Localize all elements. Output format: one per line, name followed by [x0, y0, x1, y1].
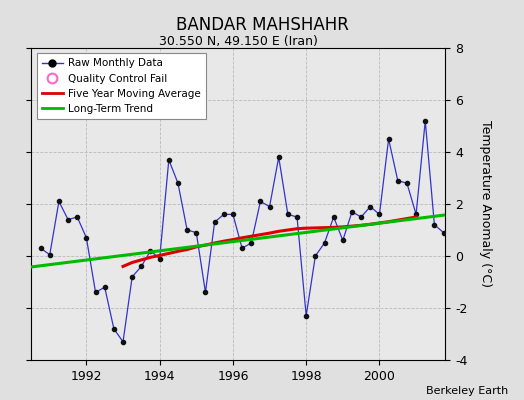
- Point: [174, 180, 182, 186]
- Point: [91, 289, 100, 296]
- Point: [156, 255, 164, 262]
- Point: [412, 211, 420, 218]
- Point: [183, 227, 191, 233]
- Point: [394, 178, 402, 184]
- Point: [247, 240, 255, 246]
- Point: [311, 253, 320, 259]
- Point: [238, 245, 246, 251]
- Point: [283, 211, 292, 218]
- Point: [201, 289, 210, 296]
- Point: [64, 216, 72, 223]
- Point: [339, 237, 347, 244]
- Point: [220, 211, 228, 218]
- Point: [275, 154, 283, 160]
- Point: [265, 203, 274, 210]
- Point: [366, 203, 375, 210]
- Point: [256, 198, 265, 205]
- Point: [357, 214, 365, 220]
- Point: [137, 263, 146, 270]
- Point: [440, 229, 448, 236]
- Point: [348, 209, 356, 215]
- Point: [165, 156, 173, 163]
- Point: [320, 240, 329, 246]
- Point: [430, 222, 439, 228]
- Point: [385, 136, 393, 142]
- Point: [46, 252, 54, 258]
- Point: [146, 248, 155, 254]
- Point: [110, 326, 118, 332]
- Point: [101, 284, 109, 290]
- Point: [128, 274, 136, 280]
- Point: [119, 338, 127, 345]
- Point: [403, 180, 411, 186]
- Point: [192, 229, 201, 236]
- Legend: Raw Monthly Data, Quality Control Fail, Five Year Moving Average, Long-Term Tren: Raw Monthly Data, Quality Control Fail, …: [37, 53, 206, 119]
- Point: [375, 211, 384, 218]
- Point: [82, 234, 91, 241]
- Point: [293, 214, 301, 220]
- Text: BANDAR MAHSHAHR: BANDAR MAHSHAHR: [176, 16, 348, 34]
- Point: [211, 219, 219, 225]
- Title: 30.550 N, 49.150 E (Iran): 30.550 N, 49.150 E (Iran): [159, 35, 318, 48]
- Point: [421, 118, 430, 124]
- Point: [36, 245, 45, 251]
- Point: [330, 214, 338, 220]
- Text: Berkeley Earth: Berkeley Earth: [426, 386, 508, 396]
- Point: [229, 211, 237, 218]
- Y-axis label: Temperature Anomaly (°C): Temperature Anomaly (°C): [478, 120, 492, 288]
- Point: [302, 313, 310, 319]
- Point: [54, 198, 63, 205]
- Point: [73, 214, 81, 220]
